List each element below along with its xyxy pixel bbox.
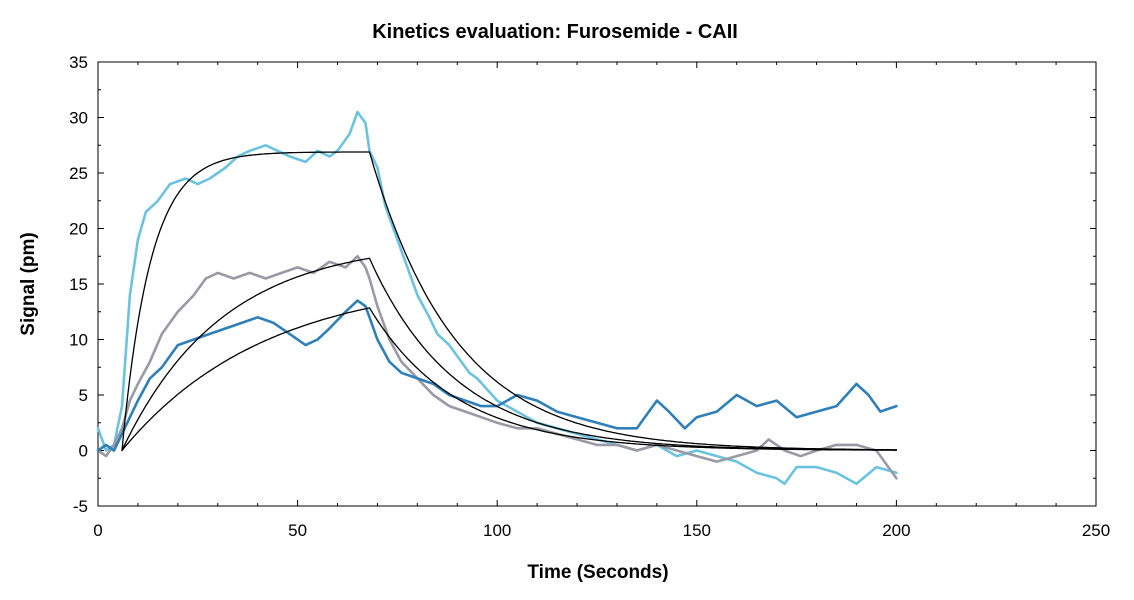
x-axis-tick-labels: 0 50 100 150 200 250 xyxy=(93,521,1110,540)
chart-title: Kinetics evaluation: Furosemide - CAII xyxy=(372,21,738,43)
fit-curve-5 xyxy=(121,307,898,452)
fit-curve-3 xyxy=(121,151,898,452)
x-tick-label: 150 xyxy=(683,521,711,540)
x-axis-title: Time (Seconds) xyxy=(527,562,668,583)
x-tick-label: 200 xyxy=(882,521,910,540)
y-axis-title: Signal (pm) xyxy=(18,232,39,335)
x-tick-label: 100 xyxy=(483,521,511,540)
plot-area xyxy=(97,61,1097,507)
y-tick-label: 15 xyxy=(69,275,88,294)
y-tick-label: 5 xyxy=(79,386,88,405)
y-axis-tick-labels: -5 0 5 10 15 20 25 30 35 xyxy=(69,53,88,516)
y-tick-label: 20 xyxy=(69,220,88,239)
axis-ticks xyxy=(97,61,1097,507)
measured-series-0 xyxy=(96,110,898,486)
x-tick-label: 250 xyxy=(1082,521,1110,540)
series-layer xyxy=(96,110,898,486)
measured-series-2 xyxy=(96,299,898,452)
x-tick-label: 0 xyxy=(93,521,102,540)
y-tick-label: 35 xyxy=(69,53,88,72)
y-tick-label: -5 xyxy=(73,497,88,516)
y-tick-label: 10 xyxy=(69,331,88,350)
y-tick-label: 0 xyxy=(79,442,88,461)
x-tick-label: 50 xyxy=(288,521,307,540)
y-tick-label: 30 xyxy=(69,109,88,128)
y-tick-label: 25 xyxy=(69,164,88,183)
